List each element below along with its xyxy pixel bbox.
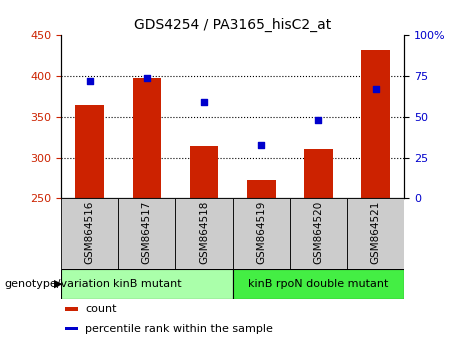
Bar <box>290 198 347 269</box>
Point <box>314 117 322 123</box>
Text: GSM864517: GSM864517 <box>142 200 152 264</box>
Bar <box>175 198 233 269</box>
Bar <box>347 198 404 269</box>
Bar <box>247 180 275 198</box>
Bar <box>304 149 333 198</box>
Bar <box>233 269 404 299</box>
Text: count: count <box>85 304 117 314</box>
Bar <box>133 78 161 198</box>
Bar <box>61 198 118 269</box>
Text: GSM864516: GSM864516 <box>85 200 94 264</box>
Bar <box>118 198 175 269</box>
Bar <box>64 307 78 311</box>
Bar <box>233 198 290 269</box>
Point <box>86 78 94 84</box>
Text: kinB rpoN double mutant: kinB rpoN double mutant <box>248 279 389 289</box>
Bar <box>64 327 78 330</box>
Text: GSM864521: GSM864521 <box>371 200 381 264</box>
Bar <box>75 105 104 198</box>
Text: percentile rank within the sample: percentile rank within the sample <box>85 324 273 333</box>
Point <box>200 99 208 105</box>
Text: GSM864520: GSM864520 <box>313 200 323 264</box>
Bar <box>361 50 390 198</box>
Bar <box>61 269 233 299</box>
Point <box>258 142 265 147</box>
Text: genotype/variation: genotype/variation <box>5 279 111 289</box>
Point <box>143 75 150 81</box>
Bar <box>190 146 219 198</box>
Title: GDS4254 / PA3165_hisC2_at: GDS4254 / PA3165_hisC2_at <box>134 17 331 32</box>
Text: GSM864519: GSM864519 <box>256 200 266 264</box>
Text: kinB mutant: kinB mutant <box>112 279 181 289</box>
Text: ▶: ▶ <box>54 279 63 289</box>
Point <box>372 86 379 92</box>
Text: GSM864518: GSM864518 <box>199 200 209 264</box>
